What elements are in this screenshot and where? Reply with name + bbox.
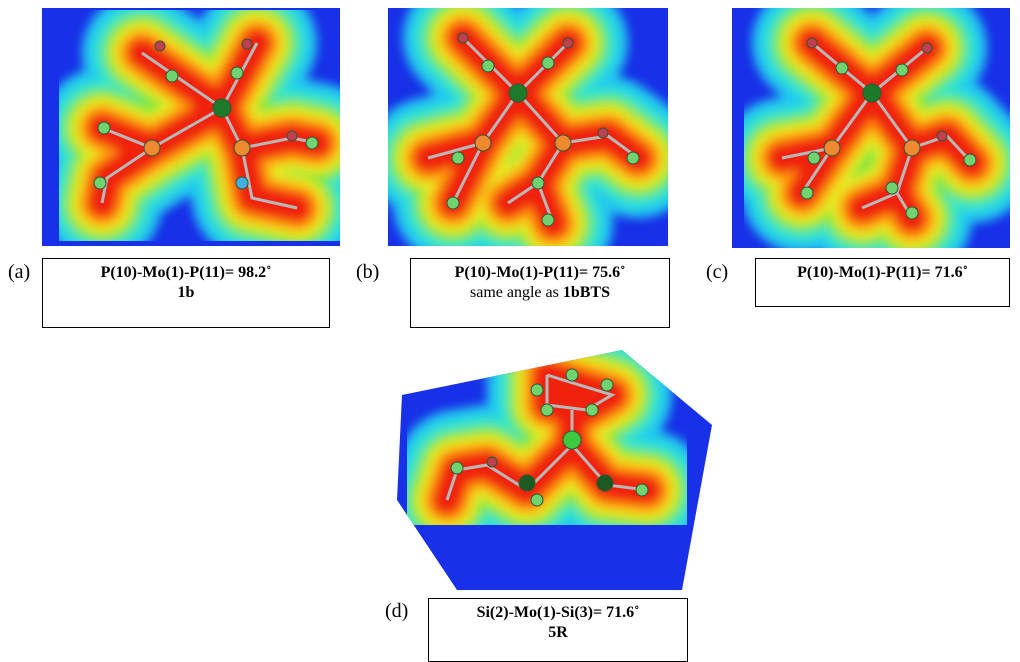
caption-line: 1b bbox=[43, 283, 329, 303]
atom bbox=[563, 38, 573, 48]
atom bbox=[904, 140, 920, 156]
atom bbox=[808, 152, 820, 164]
atom bbox=[236, 177, 248, 189]
density-map bbox=[42, 8, 340, 246]
atom bbox=[598, 128, 608, 138]
heat-group bbox=[397, 350, 712, 590]
density-map bbox=[388, 8, 668, 246]
atom bbox=[532, 177, 544, 189]
atom bbox=[586, 404, 598, 416]
atom bbox=[896, 64, 908, 76]
atom bbox=[509, 84, 527, 102]
atom bbox=[98, 122, 110, 134]
atom bbox=[886, 182, 898, 194]
caption-box: P(10)-Mo(1)-P(11)= 98.2˚ 1b bbox=[42, 258, 330, 328]
panel-label: (d) bbox=[385, 600, 408, 623]
atom bbox=[863, 84, 881, 102]
atom bbox=[487, 457, 497, 467]
atom bbox=[542, 214, 554, 226]
atom bbox=[937, 131, 947, 141]
atom bbox=[475, 135, 491, 151]
atom bbox=[231, 67, 243, 79]
caption-line: P(10)-Mo(1)-P(11)= 98.2˚ bbox=[43, 263, 329, 283]
atom bbox=[287, 131, 297, 141]
atom bbox=[541, 404, 553, 416]
atom bbox=[531, 384, 543, 396]
panel-label: (c) bbox=[706, 261, 728, 284]
atom bbox=[555, 135, 571, 151]
heat-group bbox=[388, 8, 668, 246]
atom bbox=[452, 152, 464, 164]
atom bbox=[144, 140, 160, 156]
caption-box: P(10)-Mo(1)-P(11)= 71.6˚ bbox=[755, 258, 1010, 307]
atom bbox=[542, 57, 554, 69]
density-map bbox=[732, 8, 1010, 248]
atom bbox=[627, 152, 639, 164]
atom bbox=[213, 99, 231, 117]
atom bbox=[824, 140, 840, 156]
caption-line: 5R bbox=[429, 623, 687, 643]
heat-group bbox=[732, 8, 1010, 248]
atom bbox=[519, 475, 535, 491]
heat-layers bbox=[102, 43, 317, 208]
atom bbox=[566, 369, 578, 381]
atom bbox=[447, 197, 459, 209]
caption-line: P(10)-Mo(1)-P(11)= 71.6˚ bbox=[756, 263, 1009, 283]
atom bbox=[482, 60, 494, 72]
atom bbox=[242, 39, 252, 49]
caption-box: Si(2)-Mo(1)-Si(3)= 71.6˚ 5R bbox=[428, 598, 688, 662]
atom bbox=[458, 33, 468, 43]
panel-label: (a) bbox=[8, 261, 30, 284]
atom bbox=[531, 494, 543, 506]
density-map bbox=[397, 350, 712, 590]
atom bbox=[922, 43, 932, 53]
atom bbox=[597, 475, 613, 491]
atom bbox=[636, 484, 648, 496]
atom bbox=[94, 177, 106, 189]
atom bbox=[964, 154, 976, 166]
caption-text: same angle as bbox=[470, 284, 559, 301]
atom bbox=[601, 379, 613, 391]
atom bbox=[563, 431, 581, 449]
atom bbox=[234, 140, 250, 156]
compound-name: 1bBTS bbox=[563, 284, 610, 301]
caption-line: Si(2)-Mo(1)-Si(3)= 71.6˚ bbox=[429, 603, 687, 623]
atom bbox=[155, 41, 165, 51]
atom bbox=[836, 62, 848, 74]
atom bbox=[906, 207, 918, 219]
caption-line: P(10)-Mo(1)-P(11)= 75.6˚ bbox=[411, 263, 669, 283]
figure-page: {"panels": [ {"label": "(a)", "caption":… bbox=[0, 0, 1020, 662]
atom bbox=[807, 38, 817, 48]
atom bbox=[451, 462, 463, 474]
atom bbox=[306, 137, 318, 149]
atom bbox=[801, 187, 813, 199]
atom bbox=[166, 70, 178, 82]
panel-label: (b) bbox=[356, 261, 379, 284]
